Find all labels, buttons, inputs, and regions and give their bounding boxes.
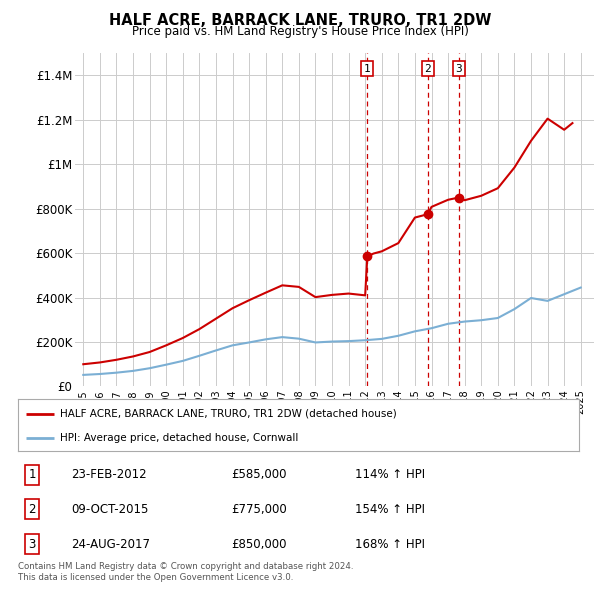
Text: 1: 1 xyxy=(28,468,36,481)
Text: 114% ↑ HPI: 114% ↑ HPI xyxy=(355,468,425,481)
Text: 24-AUG-2017: 24-AUG-2017 xyxy=(71,537,150,550)
Text: £775,000: £775,000 xyxy=(231,503,287,516)
Text: 2: 2 xyxy=(28,503,36,516)
Text: 09-OCT-2015: 09-OCT-2015 xyxy=(71,503,149,516)
Text: HALF ACRE, BARRACK LANE, TRURO, TR1 2DW: HALF ACRE, BARRACK LANE, TRURO, TR1 2DW xyxy=(109,13,491,28)
Text: 154% ↑ HPI: 154% ↑ HPI xyxy=(355,503,425,516)
Text: 1: 1 xyxy=(364,64,371,74)
Text: HPI: Average price, detached house, Cornwall: HPI: Average price, detached house, Corn… xyxy=(60,434,298,443)
Text: £585,000: £585,000 xyxy=(231,468,287,481)
Text: £850,000: £850,000 xyxy=(231,537,287,550)
Text: HALF ACRE, BARRACK LANE, TRURO, TR1 2DW (detached house): HALF ACRE, BARRACK LANE, TRURO, TR1 2DW … xyxy=(60,409,397,419)
Text: 3: 3 xyxy=(28,537,36,550)
Text: Contains HM Land Registry data © Crown copyright and database right 2024.: Contains HM Land Registry data © Crown c… xyxy=(18,562,353,571)
Text: This data is licensed under the Open Government Licence v3.0.: This data is licensed under the Open Gov… xyxy=(18,573,293,582)
Text: 168% ↑ HPI: 168% ↑ HPI xyxy=(355,537,425,550)
Text: Price paid vs. HM Land Registry's House Price Index (HPI): Price paid vs. HM Land Registry's House … xyxy=(131,25,469,38)
Text: 23-FEB-2012: 23-FEB-2012 xyxy=(71,468,147,481)
Text: 3: 3 xyxy=(455,64,462,74)
Text: 2: 2 xyxy=(424,64,431,74)
